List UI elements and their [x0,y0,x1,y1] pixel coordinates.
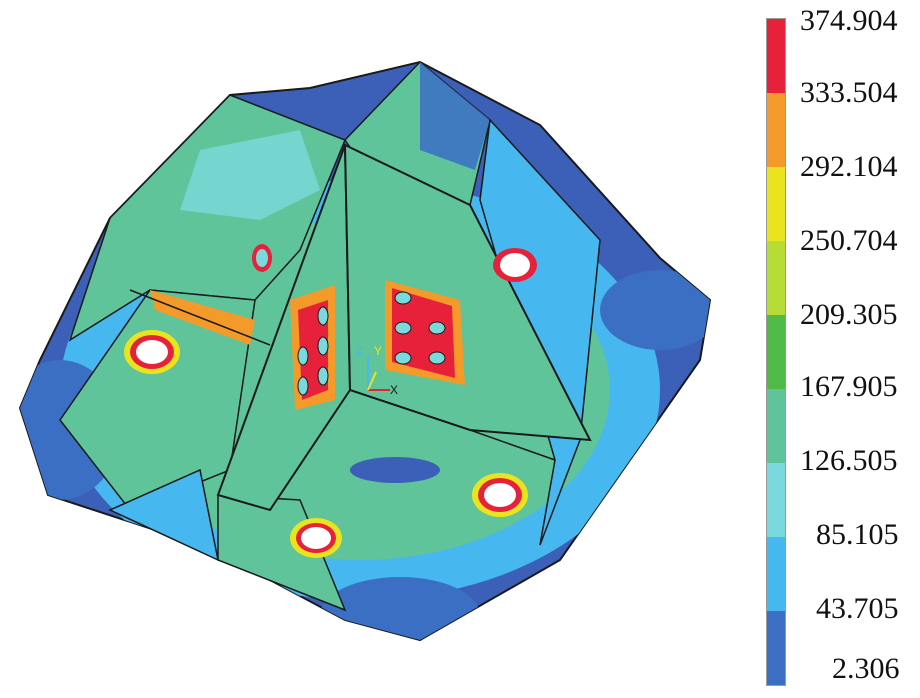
weld-line-right [469,429,556,461]
gusset-back-right-shade [420,62,490,170]
legend-tick-label: 333.504 [800,76,898,109]
legend-tick-label: 43.705 [816,592,899,625]
legend-tick-label: 209.305 [800,298,898,331]
coordinate-triad: Z Y X [356,344,398,397]
legend-color-band [767,167,785,241]
legend-color-band [767,611,785,685]
plate-bolt-hole [472,473,528,517]
stress-band-left [150,290,255,345]
triad-z-label: Z [356,344,363,358]
legend-tick-label: 374.904 [800,4,898,37]
legend-color-band [767,315,785,389]
legend-tick-label: 292.104 [800,150,898,183]
weld-line-left [129,289,271,346]
fea-model-view: Z Y X [18,60,712,642]
triad-x-label: X [390,383,398,397]
gusset-front-bottom [108,468,220,562]
legend-tick-label: 126.505 [800,444,898,477]
gusset-front-left [59,289,256,511]
legend-tick-label: 2.306 [832,652,900,685]
plate-zone-low-center [350,457,440,483]
legend-tick-label: 167.905 [800,370,898,403]
legend-color-band [767,389,785,463]
plate-zone-low-right [600,270,710,350]
legend-color-band [767,537,785,611]
web-bolt-holes [297,291,446,396]
plate-bolt-hole [252,244,272,272]
legend-color-band [767,93,785,167]
plate-bolt-hole [290,518,342,558]
legend-color-band [767,463,785,537]
legend-tick-label: 250.704 [800,224,898,257]
legend-tick-label: 85.105 [816,518,899,551]
plate-bolt-hole [493,248,537,282]
stress-legend-bar [766,18,786,686]
plate-bolt-hole [124,330,180,374]
triad-y-label: Y [374,344,382,358]
plate-zone-low-bottom [320,577,480,640]
gusset-back-left-shade [180,130,320,220]
legend-color-band [767,241,785,315]
legend-color-band [767,19,785,93]
